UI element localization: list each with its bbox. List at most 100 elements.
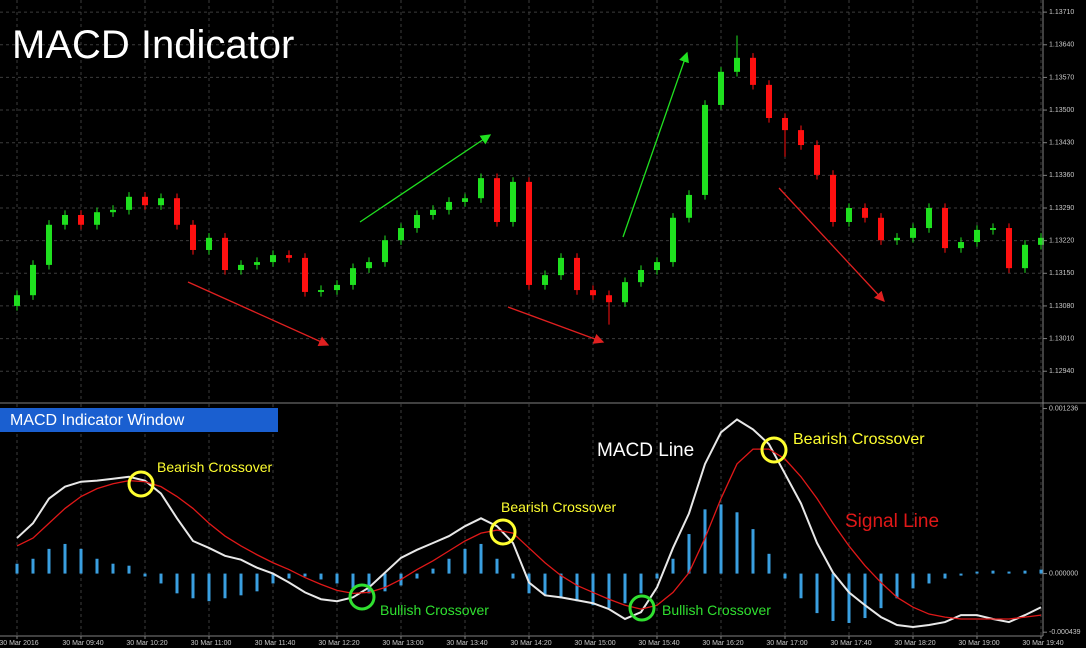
indicator-line [16, 418, 1042, 628]
histogram-bar [335, 573, 339, 584]
candle-body [302, 257, 308, 292]
candle-body [222, 237, 228, 271]
y-tick-label: 1.13500 [1049, 107, 1074, 114]
candle-body [1022, 244, 1028, 269]
candle-body [174, 198, 180, 225]
histogram-bar [415, 573, 419, 579]
candle-body [718, 71, 724, 105]
x-tick-label: 30 Mar 17:00 [766, 640, 807, 647]
y-tick-label: 1.13080 [1049, 303, 1074, 310]
candle-body [750, 57, 756, 85]
y-tick-label: 1.13640 [1049, 42, 1074, 49]
histogram-bar [191, 573, 195, 599]
candle-body [494, 178, 500, 222]
y-tick-label: 0.000000 [1049, 570, 1078, 577]
x-tick-label: 30 Mar 19:40 [1022, 640, 1063, 647]
candle-body [366, 262, 372, 269]
candle-body [990, 228, 996, 230]
x-tick-label: 30 Mar 2016 [0, 640, 39, 647]
histogram-bar [767, 553, 771, 574]
y-tick-label: 1.13220 [1049, 237, 1074, 244]
histogram-bar [479, 543, 483, 574]
crossover-circle [760, 436, 788, 464]
histogram-bar [911, 573, 915, 589]
candle-body [110, 209, 116, 213]
histogram-bar [223, 573, 227, 599]
candle-body [190, 224, 196, 250]
candle-body [510, 181, 516, 222]
candle-body [446, 201, 452, 210]
candle-body [894, 237, 900, 241]
x-tick-label: 30 Mar 17:40 [830, 640, 871, 647]
annotation: Bearish Crossover [501, 499, 616, 515]
histogram-bar [575, 573, 579, 602]
histogram-bar [591, 573, 595, 606]
trend-arrow [622, 51, 689, 238]
candle-body [62, 214, 68, 225]
histogram-bar [447, 558, 451, 574]
candle-body [46, 224, 52, 265]
histogram-bar [239, 573, 243, 596]
candle-body [814, 145, 820, 175]
candle-body [846, 207, 852, 222]
candle-body [142, 196, 148, 206]
crossover-circle [348, 583, 376, 611]
histogram-bar [367, 573, 371, 594]
pane-title-box [0, 408, 278, 432]
candle-body [702, 104, 708, 195]
y-tick-label: 1.13710 [1049, 9, 1074, 16]
trend-arrow [778, 187, 885, 302]
histogram-bar [303, 573, 307, 577]
x-tick-label: 30 Mar 09:40 [62, 640, 103, 647]
histogram-bar [351, 573, 355, 589]
candle-body [430, 209, 436, 215]
histogram-bar [31, 558, 35, 574]
histogram-bar [431, 568, 435, 574]
candle-body [862, 207, 868, 218]
candle-body [734, 57, 740, 72]
trend-arrow [359, 134, 492, 223]
pane-title: MACD Indicator Window [10, 412, 185, 429]
x-tick-label: 30 Mar 13:40 [446, 640, 487, 647]
candle-body [318, 290, 324, 292]
annotation: Bullish Crossover [662, 602, 771, 618]
histogram-bar [943, 573, 947, 579]
candle-body [526, 181, 532, 285]
histogram-bar [799, 573, 803, 599]
histogram-bar [511, 573, 515, 579]
histogram-bar [383, 573, 387, 592]
chart-title: MACD Indicator [12, 23, 294, 67]
candle-body [158, 198, 164, 206]
candle-body [654, 262, 660, 271]
candle-body [270, 255, 276, 263]
histogram-bar [1007, 571, 1011, 574]
y-tick-label: 1.13360 [1049, 172, 1074, 179]
histogram-bar [863, 573, 867, 619]
histogram-bar [15, 563, 19, 574]
annotation: Bullish Crossover [380, 602, 489, 618]
y-tick-label: 1.12940 [1049, 368, 1074, 375]
histogram-bar [655, 573, 659, 579]
histogram-bar [975, 571, 979, 574]
trend-arrow [507, 306, 605, 344]
histogram-bar [287, 573, 291, 579]
histogram-bar [255, 573, 259, 592]
candle-body [942, 207, 948, 249]
x-tick-label: 30 Mar 11:00 [191, 640, 232, 647]
candle-body [462, 198, 468, 202]
line-label: Signal Line [845, 511, 939, 532]
candle-body [414, 214, 420, 229]
histogram-bar [783, 573, 787, 579]
histogram-bar [111, 563, 115, 574]
histogram-bar [703, 509, 707, 574]
histogram-bar [639, 573, 643, 594]
histogram-bar [959, 573, 963, 576]
histogram-bar [175, 573, 179, 594]
histogram-bar [815, 573, 819, 614]
histogram-bar [95, 558, 99, 574]
marks [14, 35, 1044, 628]
histogram-bar [991, 570, 995, 574]
candle-body [254, 262, 260, 265]
y-tick-label: 0.001236 [1049, 405, 1078, 412]
